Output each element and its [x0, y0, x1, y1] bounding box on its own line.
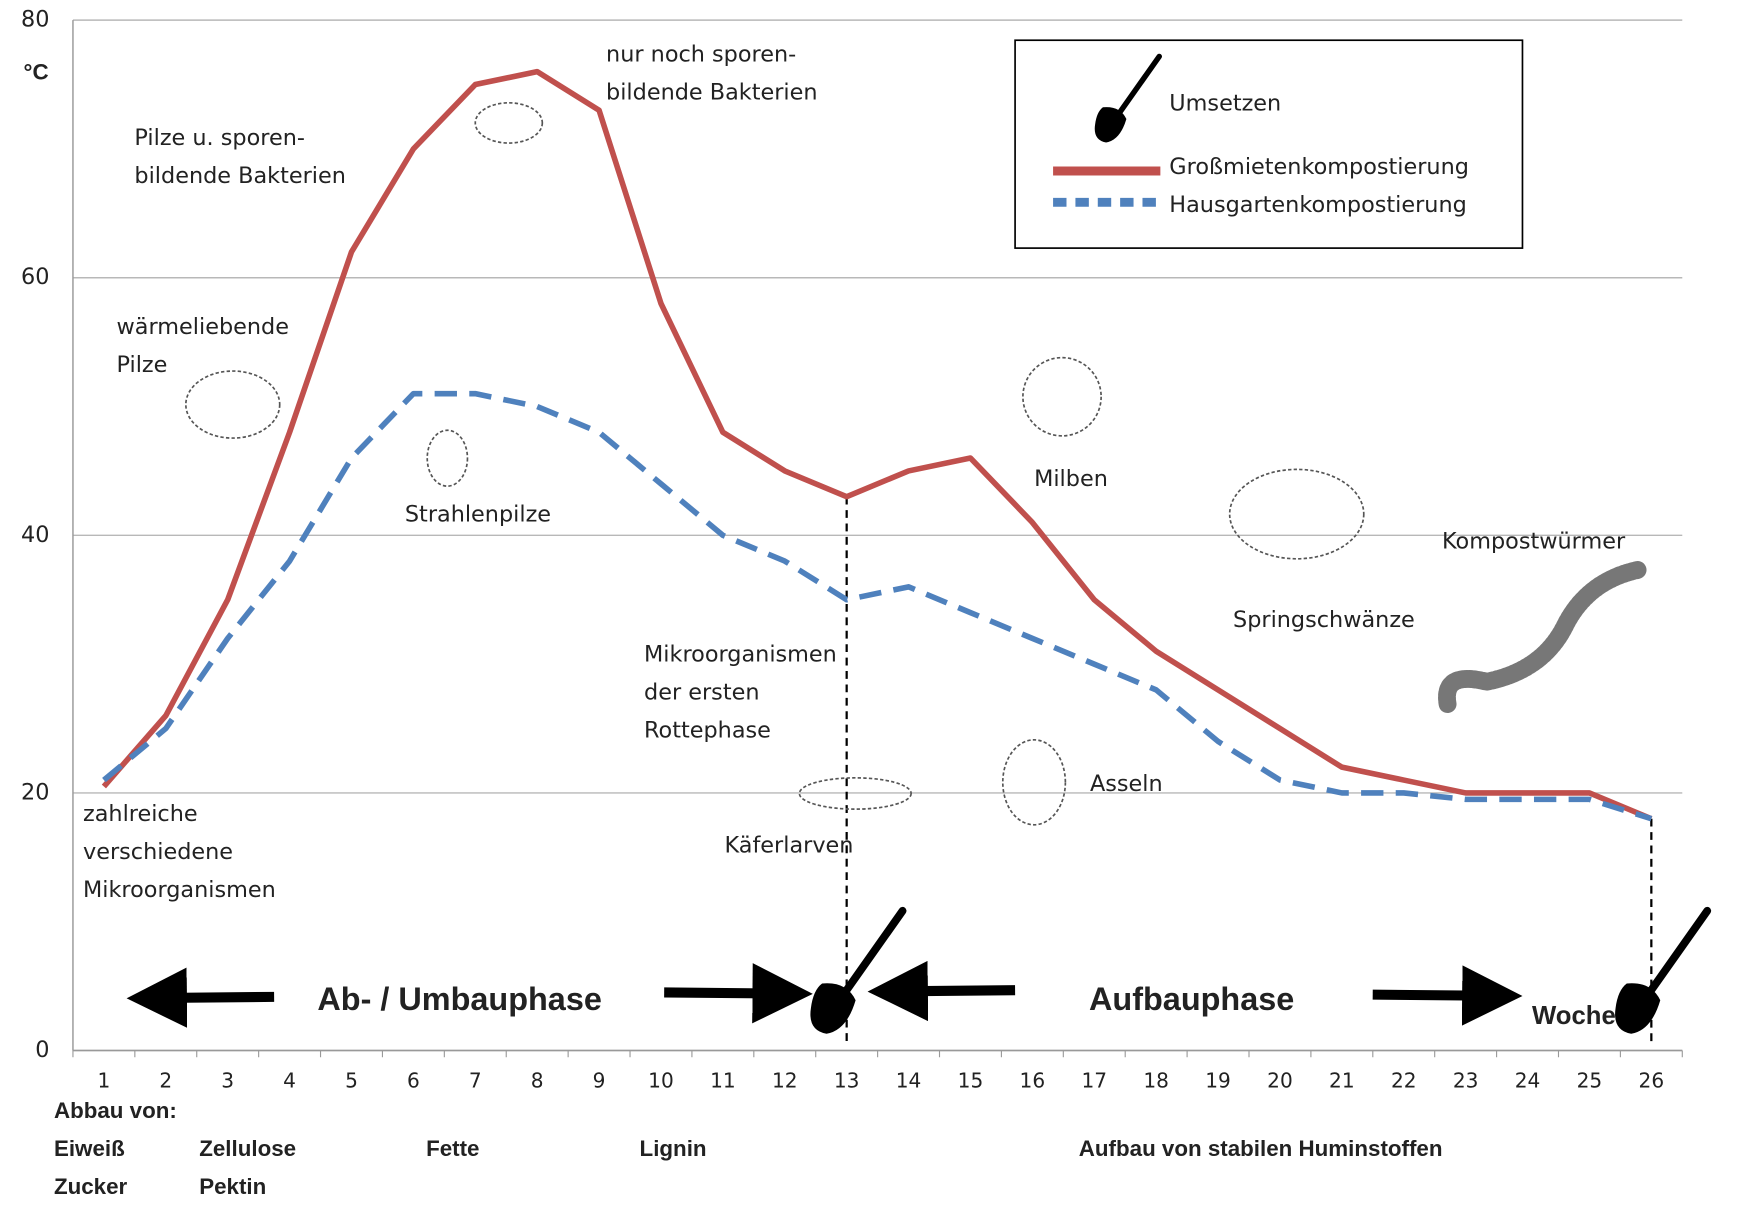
- annotation: wärmeliebende: [117, 314, 289, 340]
- x-tick-label: 22: [1391, 1068, 1417, 1092]
- organism-icon: [1023, 358, 1101, 436]
- x-tick-label: 12: [772, 1068, 798, 1092]
- organism-icon: [1003, 740, 1066, 825]
- chart: 0 20 40 60 80 °C Woche Ab- / Umbauphase Aufba…: [0, 0, 1753, 1207]
- annotation: Pilze: [117, 352, 168, 378]
- x-tick-label: 23: [1453, 1068, 1479, 1092]
- annotation: bildende Bakterien: [134, 163, 345, 189]
- x-tick-label: 15: [958, 1068, 984, 1092]
- footer-item: Fette: [426, 1136, 479, 1161]
- footer-title: Abbau von:: [54, 1098, 177, 1123]
- footer-item: Aufbau von stabilen Huminstoffen: [1079, 1136, 1443, 1161]
- x-tick-label: 3: [221, 1068, 234, 1092]
- legend: Umsetzen Großmietenkompostierung Hausgar…: [1015, 40, 1522, 248]
- x-tick-label: 21: [1329, 1068, 1355, 1092]
- footer-item: Lignin: [640, 1136, 707, 1161]
- y-tick-label: 80: [21, 7, 49, 33]
- x-tick-label: 2: [159, 1068, 172, 1092]
- shovel-icon: [1615, 911, 1707, 1034]
- annotation: verschiedene: [83, 839, 233, 865]
- legend-label: Großmietenkompostierung: [1169, 154, 1469, 180]
- x-tick-label: 24: [1515, 1068, 1541, 1092]
- series-line: [104, 394, 1651, 819]
- x-tick-label: 5: [345, 1068, 358, 1092]
- annotation: Mikroorganismen: [83, 877, 276, 903]
- x-tick-label: 13: [834, 1068, 860, 1092]
- footer-item: Eiweiß: [54, 1136, 125, 1161]
- annotation: Strahlenpilze: [405, 502, 551, 528]
- x-tick-label: 17: [1081, 1068, 1107, 1092]
- y-axis-label: °C: [24, 60, 49, 85]
- legend-label: Hausgartenkompostierung: [1169, 192, 1467, 218]
- annotation: Pilze u. sporen-: [134, 125, 305, 151]
- x-tick-label: 8: [531, 1068, 544, 1092]
- y-tick-label: 20: [21, 779, 49, 805]
- annotation: Mikroorganismen: [644, 641, 837, 667]
- annotation: Kompostwürmer: [1442, 529, 1626, 555]
- y-tick-label: 0: [35, 1037, 49, 1063]
- organism-icon: [427, 430, 467, 486]
- organism-icon: [1230, 469, 1364, 558]
- shovel-icon: [810, 911, 902, 1034]
- x-tick-label: 25: [1577, 1068, 1603, 1092]
- organism-icon: [186, 371, 280, 438]
- x-tick-label: 6: [407, 1068, 420, 1092]
- x-axis-label: Woche: [1532, 1002, 1616, 1030]
- annotation: nur noch sporen-: [606, 41, 796, 67]
- legend-label: Umsetzen: [1169, 90, 1281, 116]
- x-tick-label: 1: [98, 1068, 111, 1092]
- x-tick-label: 20: [1267, 1068, 1293, 1092]
- footer-item: Zucker: [54, 1174, 128, 1199]
- y-tick-label: 60: [21, 264, 49, 290]
- phase-label: Aufbauphase: [1089, 981, 1294, 1017]
- annotation: Rottephase: [644, 717, 771, 743]
- annotation: Asseln: [1090, 771, 1163, 797]
- annotation: zahlreiche: [83, 801, 198, 827]
- x-tick-label: 11: [710, 1068, 736, 1092]
- x-tick-label: 9: [593, 1068, 606, 1092]
- organism-icon: [1447, 570, 1638, 704]
- x-tick-label: 26: [1639, 1068, 1665, 1092]
- y-tick-label: 40: [21, 522, 49, 548]
- organism-icon: [475, 103, 542, 143]
- x-tick-label: 19: [1205, 1068, 1231, 1092]
- phase-label: Ab- / Umbauphase: [317, 981, 602, 1017]
- x-tick-label: 16: [1020, 1068, 1046, 1092]
- x-tick-label: 10: [648, 1068, 674, 1092]
- footer-item: Zellulose: [199, 1136, 296, 1161]
- x-tick-label: 4: [283, 1068, 296, 1092]
- annotation: Milben: [1034, 466, 1108, 492]
- annotation: bildende Bakterien: [606, 79, 818, 105]
- x-tick-label: 7: [469, 1068, 482, 1092]
- annotation: Springschwänze: [1233, 607, 1415, 633]
- x-tick-label: 18: [1143, 1068, 1169, 1092]
- annotation: der ersten: [644, 679, 759, 705]
- annotation: Käferlarven: [725, 833, 854, 859]
- x-tick-label: 14: [896, 1068, 922, 1092]
- footer-item: Pektin: [199, 1174, 266, 1199]
